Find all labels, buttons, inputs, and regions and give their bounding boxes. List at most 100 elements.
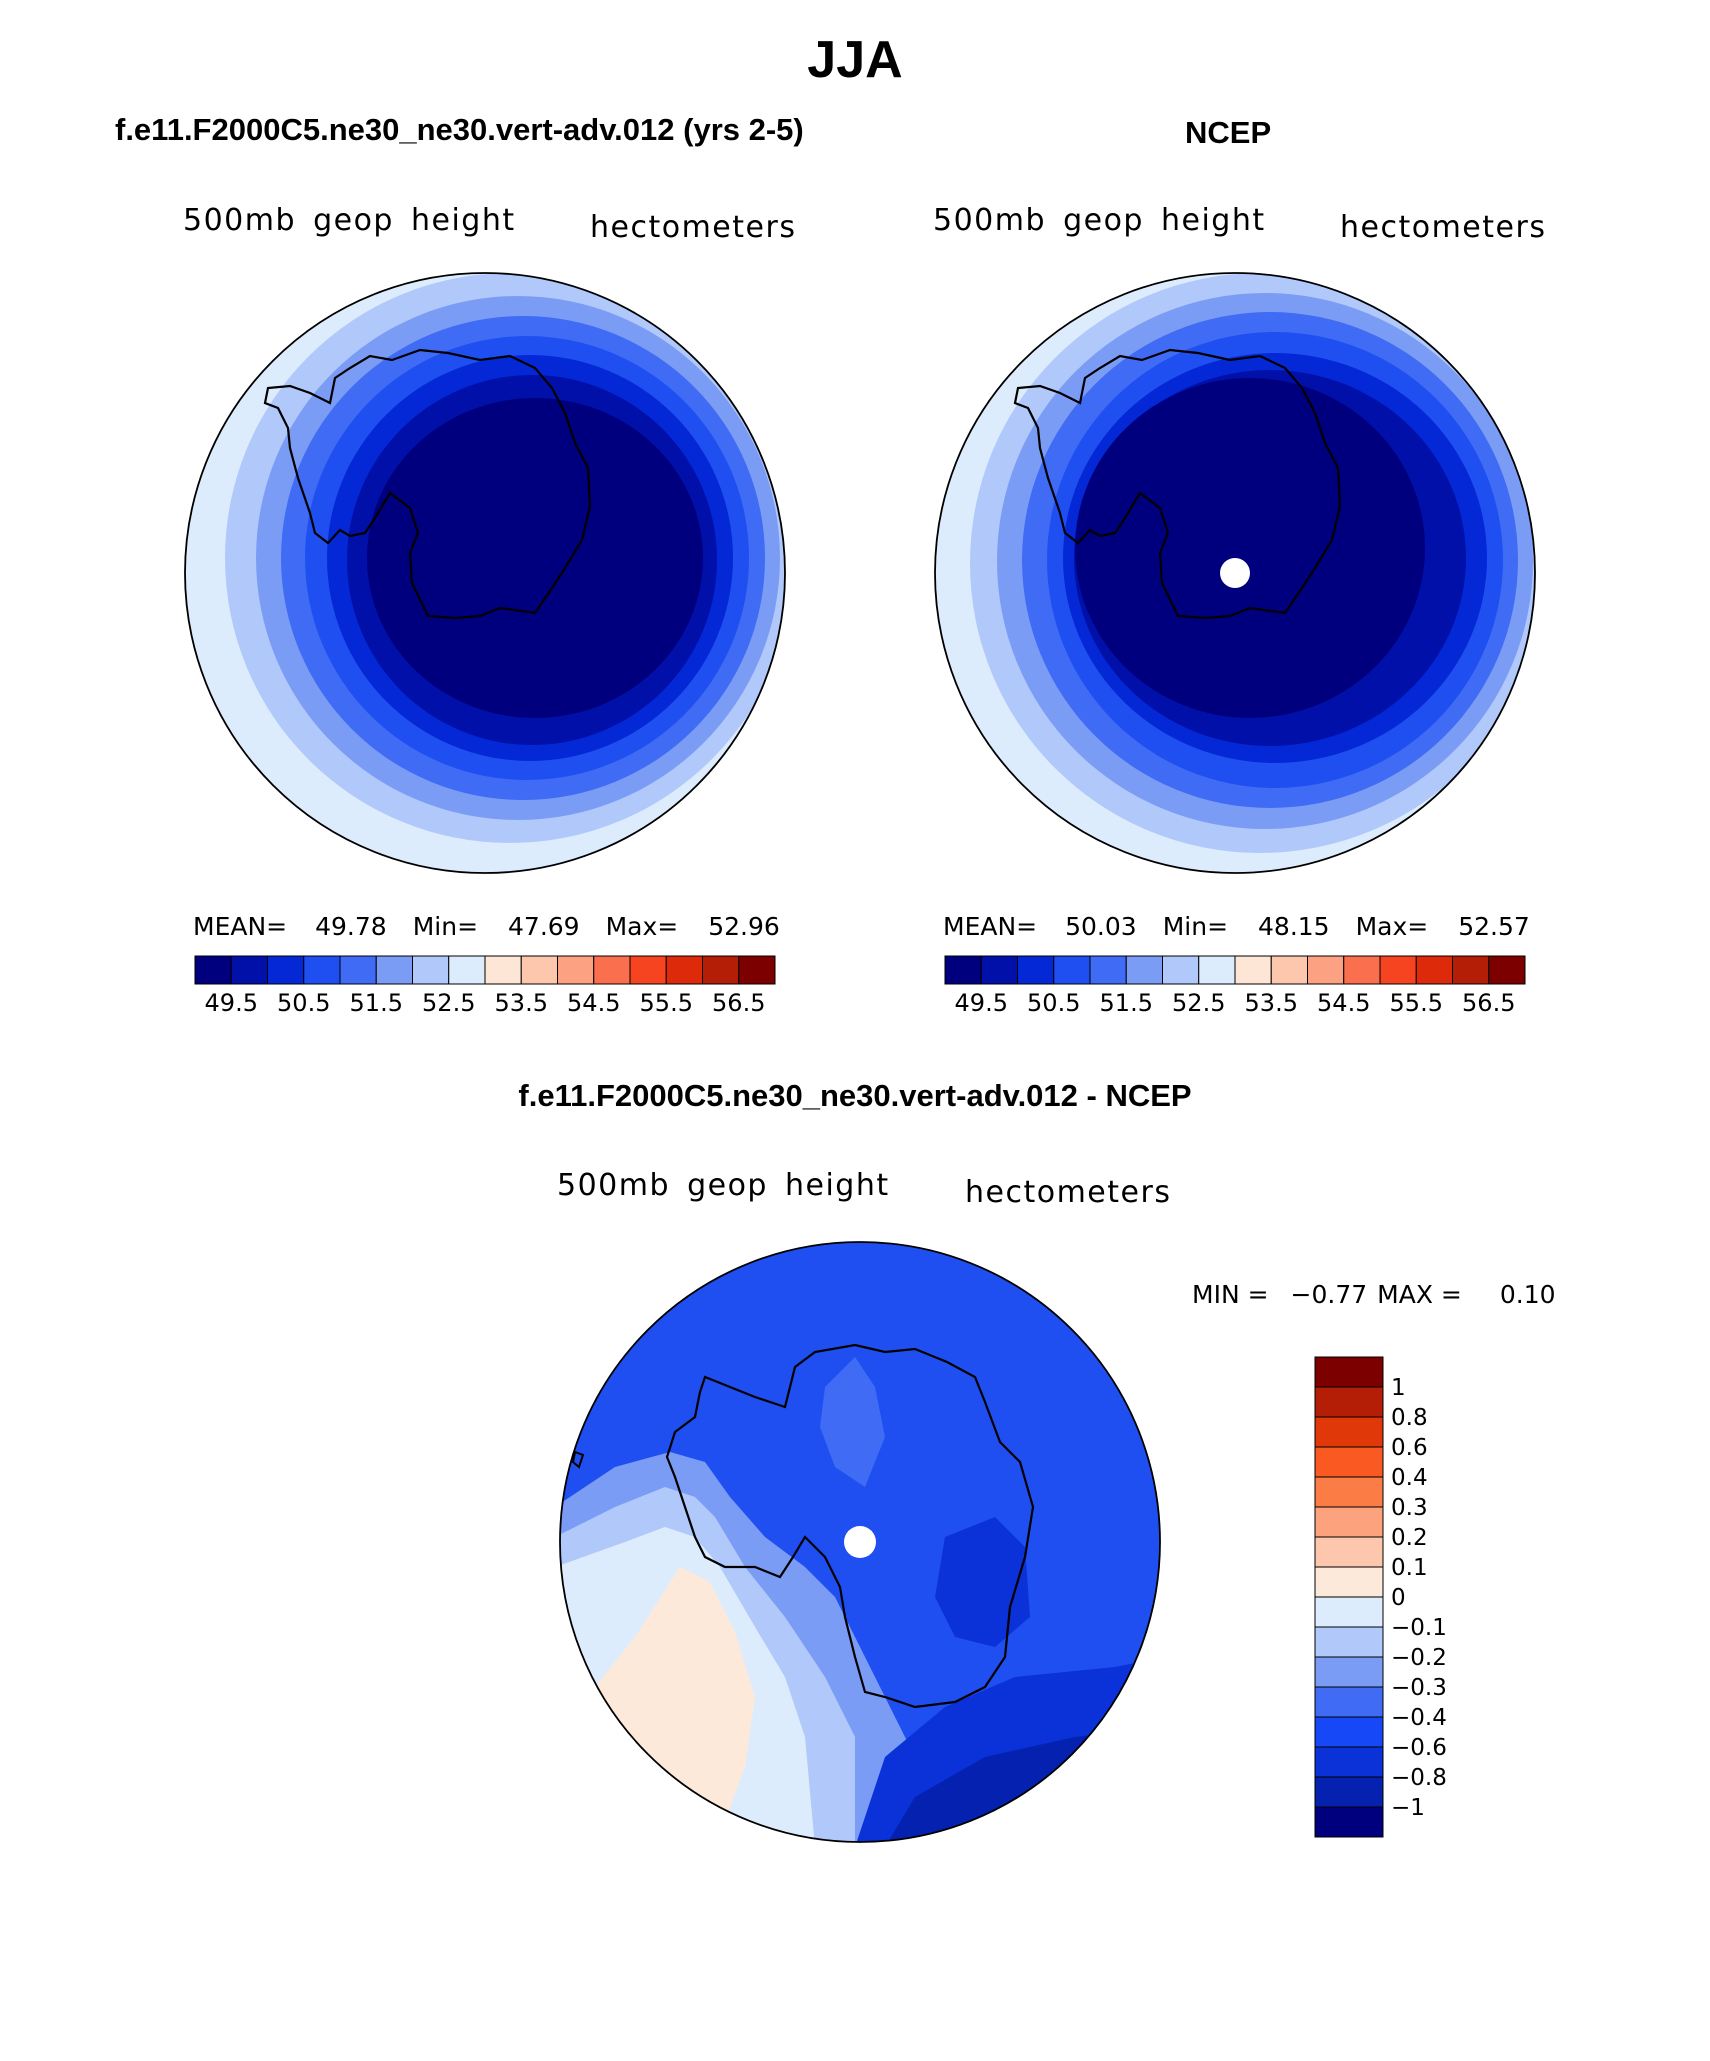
obs-colorbar-swatch-12 <box>1379 955 1417 985</box>
model-colorbar-swatch-5 <box>375 955 413 985</box>
obs-colorbar-swatch-6 <box>1162 955 1200 985</box>
diff-colorbar-swatch-15 <box>1314 1806 1384 1838</box>
obs-colorbar-tick-1: 50.5 <box>1027 989 1080 1017</box>
model-max-value: 52.96 <box>708 912 780 941</box>
diff-colorbar-swatch-9 <box>1314 1626 1384 1658</box>
diff-colorbar-swatch-4 <box>1314 1476 1384 1508</box>
model-coastline <box>263 348 592 620</box>
obs-colorbar-swatch-0 <box>944 955 982 985</box>
model-colorbar-swatch-9 <box>520 955 558 985</box>
diff-min-label: MIN = <box>1192 1280 1269 1309</box>
obs-colorbar-swatch-13 <box>1415 955 1453 985</box>
obs-coastline <box>1013 348 1342 620</box>
diff-colorbar-tick-0: 1 <box>1391 1375 1406 1401</box>
diff-colorbar-tick-10: −0.3 <box>1391 1675 1447 1701</box>
diff-colorbar-tick-4: 0.3 <box>1391 1495 1428 1521</box>
diff-colorbar-swatch-10 <box>1314 1656 1384 1688</box>
obs-colorbar-swatch-9 <box>1270 955 1308 985</box>
model-colorbar-swatch-6 <box>412 955 450 985</box>
obs-colorbar-swatch-3 <box>1053 955 1091 985</box>
obs-colorbar-swatch-2 <box>1017 955 1055 985</box>
model-colorbar-tick-6: 55.5 <box>640 989 693 1017</box>
diff-colorbar-swatch-11 <box>1314 1686 1384 1718</box>
obs-colorbar-tick-3: 52.5 <box>1172 989 1225 1017</box>
obs-colorbar-swatch-15 <box>1488 955 1526 985</box>
obs-colorbar: 49.5 50.5 51.5 52.5 53.5 54.5 55.5 56.5 <box>944 955 1526 1017</box>
diff-minmax: MIN = −0.77 MAX = 0.10 <box>1192 1280 1556 1309</box>
model-left-label: 500mb geop height <box>183 203 516 238</box>
diff-colorbar-tick-7: 0 <box>1391 1585 1406 1611</box>
diff-colorbar-swatch-0 <box>1314 1356 1384 1388</box>
model-colorbar-tick-4: 53.5 <box>495 989 548 1017</box>
model-colorbar-swatch-11 <box>593 955 631 985</box>
diff-colorbar-tick-2: 0.6 <box>1391 1435 1428 1461</box>
diff-colorbar-tick-6: 0.1 <box>1391 1555 1428 1581</box>
model-colorbar-tick-2: 51.5 <box>350 989 403 1017</box>
model-right-label: hectometers <box>590 210 797 245</box>
diff-coastline <box>665 1343 1035 1709</box>
diff-min-value: −0.77 <box>1290 1280 1368 1309</box>
model-colorbar-tick-0: 49.5 <box>205 989 258 1017</box>
diff-colorbar-swatch-8 <box>1314 1596 1384 1628</box>
diff-max-label: MAX = <box>1377 1280 1462 1309</box>
model-colorbar: 49.5 50.5 51.5 52.5 53.5 54.5 55.5 56.5 <box>194 955 776 1017</box>
model-colorbar-swatch-10 <box>557 955 595 985</box>
page-title: JJA <box>807 31 903 89</box>
model-colorbar-swatch-15 <box>738 955 776 985</box>
diff-colorbar-tick-14: −1 <box>1391 1795 1425 1821</box>
obs-min-label: Min= <box>1162 912 1229 941</box>
model-band-8 <box>367 398 703 718</box>
model-colorbar-swatch-3 <box>303 955 341 985</box>
model-colorbar-tick-5: 54.5 <box>567 989 620 1017</box>
obs-colorbar-tick-6: 55.5 <box>1390 989 1443 1017</box>
obs-colorbar-swatch-5 <box>1125 955 1163 985</box>
diff-colorbar-swatch-2 <box>1314 1416 1384 1448</box>
model-colorbar-swatch-0 <box>194 955 232 985</box>
obs-colorbar-swatch-11 <box>1343 955 1381 985</box>
model-min-label: Min= <box>412 912 479 941</box>
obs-left-label: 500mb geop height <box>933 203 1266 238</box>
model-colorbar-tick-3: 52.5 <box>422 989 475 1017</box>
obs-colorbar-tick-5: 54.5 <box>1317 989 1370 1017</box>
diff-colorbar-tick-9: −0.2 <box>1391 1645 1447 1671</box>
diff-max-value: 0.10 <box>1499 1280 1556 1309</box>
diff-colorbar-tick-8: −0.1 <box>1391 1615 1447 1641</box>
diff-colorbar-tick-3: 0.4 <box>1391 1465 1428 1491</box>
model-colorbar-swatch-14 <box>702 955 740 985</box>
obs-polar-map <box>934 272 1536 874</box>
diff-colorbar-swatch-5 <box>1314 1506 1384 1538</box>
diff-colorbar-tick-12: −0.6 <box>1391 1735 1447 1761</box>
model-mean-value: 49.78 <box>315 912 387 941</box>
diff-panel-title: f.e11.F2000C5.ne30_ne30.vert-adv.012 - N… <box>518 1078 1192 1113</box>
obs-band-8 <box>1075 378 1425 718</box>
diff-colorbar-swatch-12 <box>1314 1716 1384 1748</box>
diff-colorbar-swatch-14 <box>1314 1776 1384 1808</box>
diff-colorbar-swatch-1 <box>1314 1386 1384 1418</box>
obs-colorbar-swatch-1 <box>980 955 1018 985</box>
model-stats: MEAN= 49.78 Min= 47.69 Max= 52.96 <box>193 912 780 941</box>
model-max-label: Max= <box>605 912 679 941</box>
model-min-value: 47.69 <box>508 912 580 941</box>
obs-max-value: 52.57 <box>1458 912 1530 941</box>
obs-mean-label: MEAN= <box>943 912 1038 941</box>
diff-colorbar-swatch-7 <box>1314 1566 1384 1598</box>
obs-colorbar-tick-7: 56.5 <box>1462 989 1515 1017</box>
obs-stats: MEAN= 50.03 Min= 48.15 Max= 52.57 <box>943 912 1530 941</box>
diff-colorbar-swatch-13 <box>1314 1746 1384 1778</box>
model-colorbar-tick-7: 56.5 <box>712 989 765 1017</box>
model-colorbar-swatch-7 <box>448 955 486 985</box>
model-colorbar-swatch-2 <box>267 955 305 985</box>
model-mean-label: MEAN= <box>193 912 288 941</box>
obs-right-label: hectometers <box>1340 210 1547 245</box>
model-colorbar-swatch-12 <box>629 955 667 985</box>
diff-region-central-light <box>820 1357 885 1487</box>
model-polar-map <box>184 272 786 874</box>
diff-colorbar: 1 0.8 0.6 0.4 0.3 0.2 0.1 0 −0.1 −0.2 −0.3 −0.4 −0.6… <box>1314 1356 1447 1838</box>
diff-colorbar-tick-13: −0.8 <box>1391 1765 1447 1791</box>
model-colorbar-swatch-13 <box>665 955 703 985</box>
obs-colorbar-swatch-8 <box>1234 955 1272 985</box>
obs-colorbar-tick-2: 51.5 <box>1100 989 1153 1017</box>
model-colorbar-swatch-4 <box>339 955 377 985</box>
diff-missing-pole <box>844 1526 876 1558</box>
obs-colorbar-tick-0: 49.5 <box>955 989 1008 1017</box>
